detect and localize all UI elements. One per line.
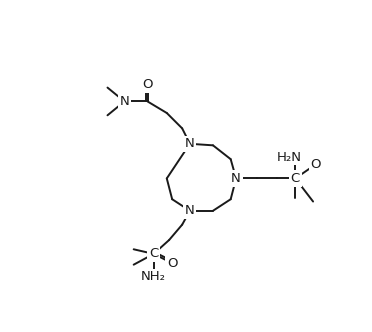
Text: O: O (167, 257, 177, 270)
Text: O: O (142, 78, 153, 91)
Text: H₂N: H₂N (277, 151, 302, 164)
Text: C: C (291, 172, 300, 185)
Text: N: N (185, 137, 195, 150)
Text: C: C (149, 247, 158, 260)
Text: N: N (119, 95, 129, 108)
Text: N: N (185, 204, 195, 217)
Text: N: N (231, 172, 241, 185)
Text: NH₂: NH₂ (141, 271, 166, 284)
Text: O: O (310, 158, 321, 171)
